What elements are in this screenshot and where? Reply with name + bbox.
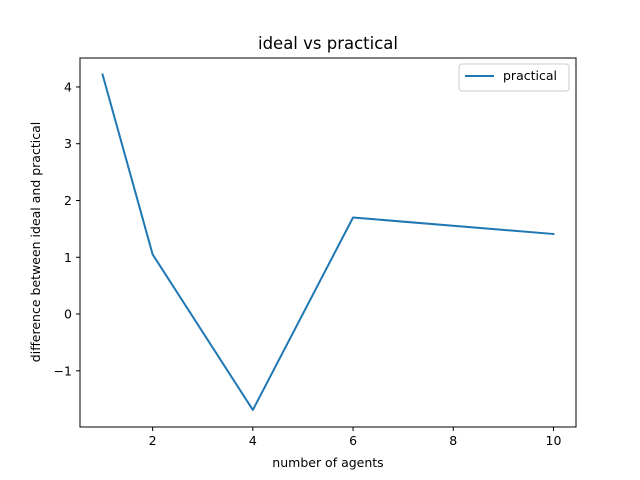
y-axis-label: difference between ideal and practical: [28, 122, 43, 362]
chart-title: ideal vs practical: [258, 34, 398, 53]
x-tick-label: 2: [149, 433, 157, 448]
x-tick-label: 4: [249, 433, 257, 448]
axes-frame: [79, 57, 577, 428]
x-tick-label: 8: [449, 433, 457, 448]
legend: practical: [458, 63, 570, 92]
series-line-practical: [101, 73, 555, 411]
y-tick-label: 4: [64, 79, 72, 94]
y-tick-label: 0: [64, 307, 72, 322]
x-tick-label: 10: [546, 433, 562, 448]
y-tick-label: 2: [64, 193, 72, 208]
y-axis-ticks: −1 0 1 2 3 4: [54, 79, 80, 378]
x-axis-ticks: 2 4 6 8 10: [149, 427, 562, 448]
y-tick-label: 3: [64, 136, 72, 151]
plot-area: −1 0 1 2 3 4 2 4 6 8 10: [54, 57, 577, 448]
series-layer: [101, 73, 555, 411]
y-tick-label: 1: [64, 250, 72, 265]
y-tick-label: −1: [54, 363, 72, 378]
x-tick-label: 6: [349, 433, 357, 448]
legend-box: [458, 63, 570, 92]
legend-label: practical: [503, 68, 557, 83]
x-axis-label: number of agents: [272, 455, 383, 470]
